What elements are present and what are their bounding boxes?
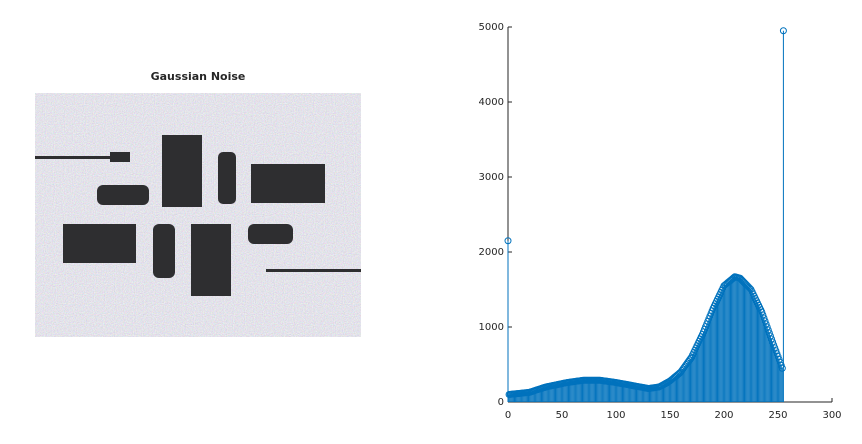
objects [35, 135, 361, 296]
image-title: Gaussian Noise [151, 70, 246, 83]
stem-marker [778, 364, 786, 372]
y-tick-label: 3000 [479, 172, 504, 183]
stem-marker [758, 308, 766, 316]
y-tick-label: 1000 [479, 322, 504, 333]
stem-marker [759, 311, 767, 319]
y-tick-label: 2000 [479, 247, 504, 258]
stem-marker [765, 329, 773, 337]
noisy-image [35, 93, 361, 337]
x-tick-label: 200 [714, 410, 733, 421]
stem-marker [779, 27, 787, 35]
x-tick-label: 250 [768, 410, 787, 421]
image-noise [35, 93, 361, 337]
x-tick-label: 50 [556, 410, 569, 421]
stem-marker [766, 332, 774, 340]
stem-marker [762, 320, 770, 328]
y-tick-label: 4000 [479, 97, 504, 108]
y-tick-label: 0 [498, 397, 504, 408]
stem-marker [763, 323, 771, 331]
x-tick-label: 300 [822, 410, 841, 421]
y-tick-label: 5000 [479, 22, 504, 33]
stem-marker [761, 317, 769, 325]
stem-plot: 0 1000 2000 3000 4000 5000 0 50 100 150 200 250 300 [479, 22, 842, 421]
x-tick-label: 100 [606, 410, 625, 421]
stem-marker [504, 237, 512, 245]
stem-marker [760, 314, 768, 322]
stem-marker [764, 326, 772, 334]
stem-marker [745, 283, 753, 291]
stem-marker [768, 335, 776, 343]
x-tick-label: 150 [660, 410, 679, 421]
x-tick-label: 0 [505, 410, 511, 421]
